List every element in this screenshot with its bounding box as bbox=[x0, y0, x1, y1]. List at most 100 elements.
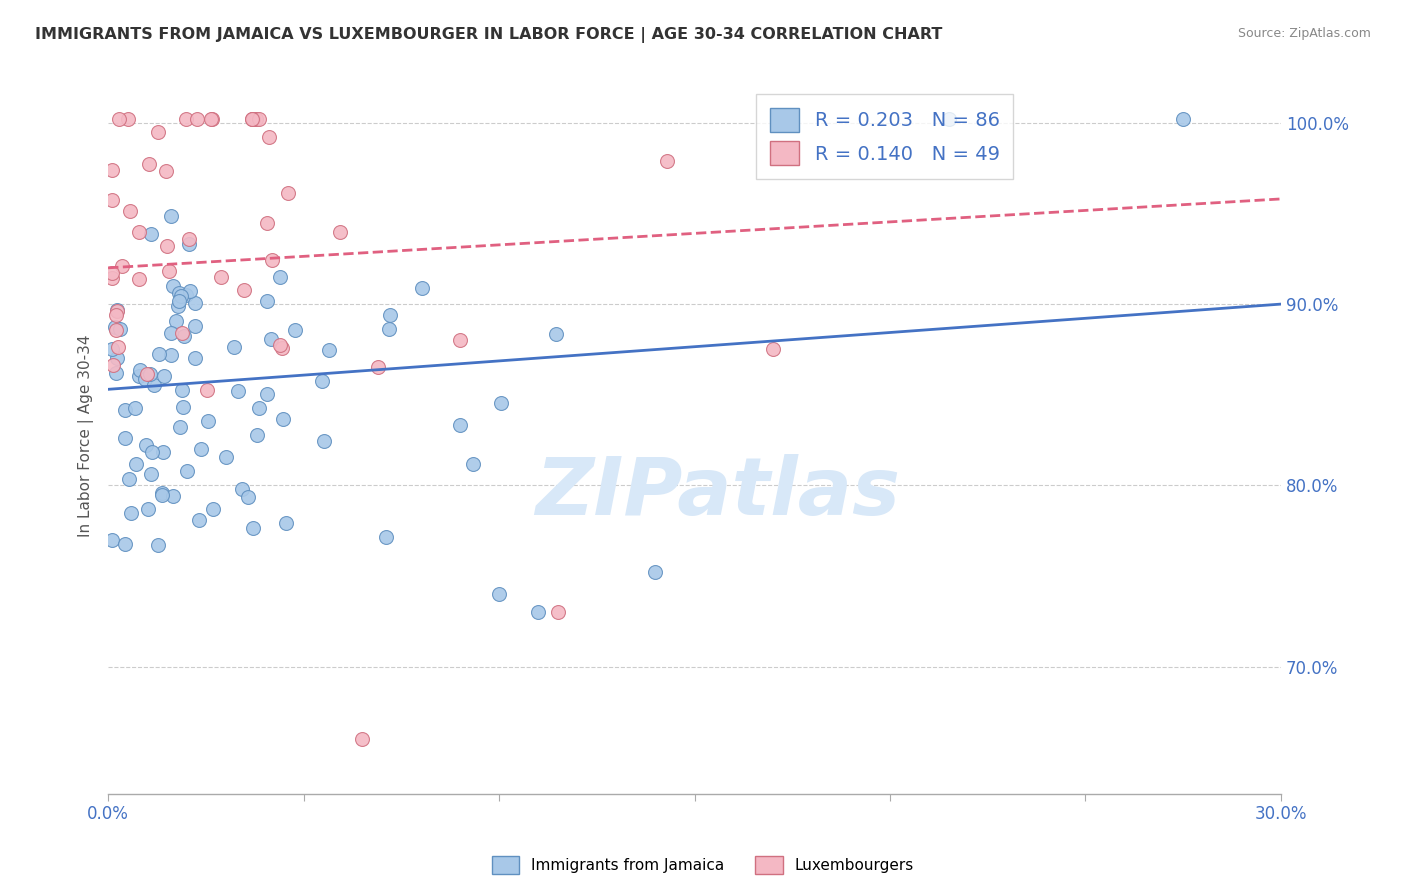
Point bbox=[167, 299, 190, 313]
Point bbox=[114, 403, 136, 417]
Point bbox=[165, 313, 187, 327]
Point bbox=[108, 322, 131, 336]
Point bbox=[222, 340, 245, 354]
Point bbox=[167, 286, 190, 301]
Point bbox=[167, 294, 190, 309]
Point bbox=[184, 319, 207, 334]
Point bbox=[141, 445, 163, 459]
Point bbox=[938, 112, 960, 127]
Point bbox=[101, 163, 124, 178]
Point bbox=[141, 227, 163, 242]
Point bbox=[375, 530, 398, 544]
Point bbox=[135, 367, 157, 381]
Point bbox=[156, 238, 179, 252]
Point bbox=[101, 271, 124, 285]
Point bbox=[202, 501, 225, 516]
Point bbox=[215, 450, 238, 464]
Point bbox=[169, 420, 191, 434]
Point bbox=[644, 566, 666, 580]
Point bbox=[242, 112, 264, 127]
Point bbox=[172, 383, 194, 397]
Point bbox=[128, 271, 150, 285]
Point bbox=[547, 605, 569, 619]
Point bbox=[141, 467, 163, 482]
Point bbox=[527, 605, 550, 619]
Point bbox=[242, 521, 264, 535]
Point bbox=[257, 129, 280, 144]
Point bbox=[139, 368, 162, 382]
Point bbox=[260, 253, 283, 268]
Point bbox=[240, 112, 263, 127]
Point bbox=[105, 304, 128, 318]
Point bbox=[157, 264, 180, 278]
Point bbox=[245, 112, 267, 127]
Point bbox=[114, 432, 136, 446]
Point bbox=[136, 501, 159, 516]
Point bbox=[101, 358, 124, 372]
Legend: Immigrants from Jamaica, Luxembourgers: Immigrants from Jamaica, Luxembourgers bbox=[485, 850, 921, 880]
Point bbox=[311, 374, 333, 388]
Point bbox=[128, 369, 150, 384]
Point bbox=[352, 732, 374, 747]
Point bbox=[162, 279, 184, 293]
Point bbox=[120, 204, 142, 219]
Point bbox=[236, 490, 259, 504]
Point bbox=[488, 587, 510, 601]
Point bbox=[544, 327, 567, 342]
Point bbox=[125, 457, 148, 471]
Point bbox=[173, 329, 195, 343]
Point bbox=[274, 516, 297, 530]
Point bbox=[150, 488, 173, 502]
Point bbox=[256, 386, 278, 401]
Point bbox=[284, 323, 307, 337]
Point bbox=[187, 513, 209, 527]
Point bbox=[197, 414, 219, 428]
Point bbox=[103, 320, 125, 334]
Point bbox=[247, 401, 270, 415]
Point bbox=[242, 112, 264, 127]
Point bbox=[101, 342, 124, 356]
Point bbox=[367, 360, 389, 375]
Point bbox=[318, 343, 340, 357]
Point bbox=[209, 270, 232, 285]
Point bbox=[160, 326, 183, 340]
Point bbox=[107, 351, 129, 366]
Point bbox=[162, 489, 184, 503]
Point bbox=[449, 417, 471, 432]
Point bbox=[489, 396, 512, 410]
Point bbox=[378, 322, 401, 336]
Point bbox=[152, 486, 174, 500]
Point bbox=[105, 366, 128, 380]
Point bbox=[138, 157, 160, 171]
Point bbox=[155, 164, 177, 178]
Point bbox=[124, 401, 146, 416]
Point bbox=[184, 296, 207, 310]
Point bbox=[449, 334, 471, 348]
Point bbox=[146, 125, 169, 139]
Point bbox=[101, 266, 124, 280]
Point bbox=[128, 363, 150, 377]
Point bbox=[190, 442, 212, 456]
Point bbox=[105, 303, 128, 318]
Point bbox=[152, 445, 174, 459]
Point bbox=[143, 377, 166, 392]
Point bbox=[121, 506, 143, 520]
Point bbox=[378, 308, 401, 322]
Point bbox=[114, 537, 136, 551]
Text: IMMIGRANTS FROM JAMAICA VS LUXEMBOURGER IN LABOR FORCE | AGE 30-34 CORRELATION C: IMMIGRANTS FROM JAMAICA VS LUXEMBOURGER … bbox=[35, 27, 942, 43]
Point bbox=[117, 112, 139, 127]
Point bbox=[108, 112, 131, 127]
Point bbox=[176, 112, 198, 127]
Point bbox=[146, 538, 169, 552]
Point bbox=[174, 287, 197, 301]
Point bbox=[655, 153, 678, 168]
Point bbox=[160, 210, 183, 224]
Point bbox=[195, 384, 218, 398]
Point bbox=[179, 236, 201, 251]
Text: Source: ZipAtlas.com: Source: ZipAtlas.com bbox=[1237, 27, 1371, 40]
Point bbox=[111, 260, 134, 274]
Point bbox=[411, 281, 433, 295]
Point bbox=[135, 437, 157, 451]
Point bbox=[101, 193, 124, 207]
Point bbox=[170, 326, 193, 340]
